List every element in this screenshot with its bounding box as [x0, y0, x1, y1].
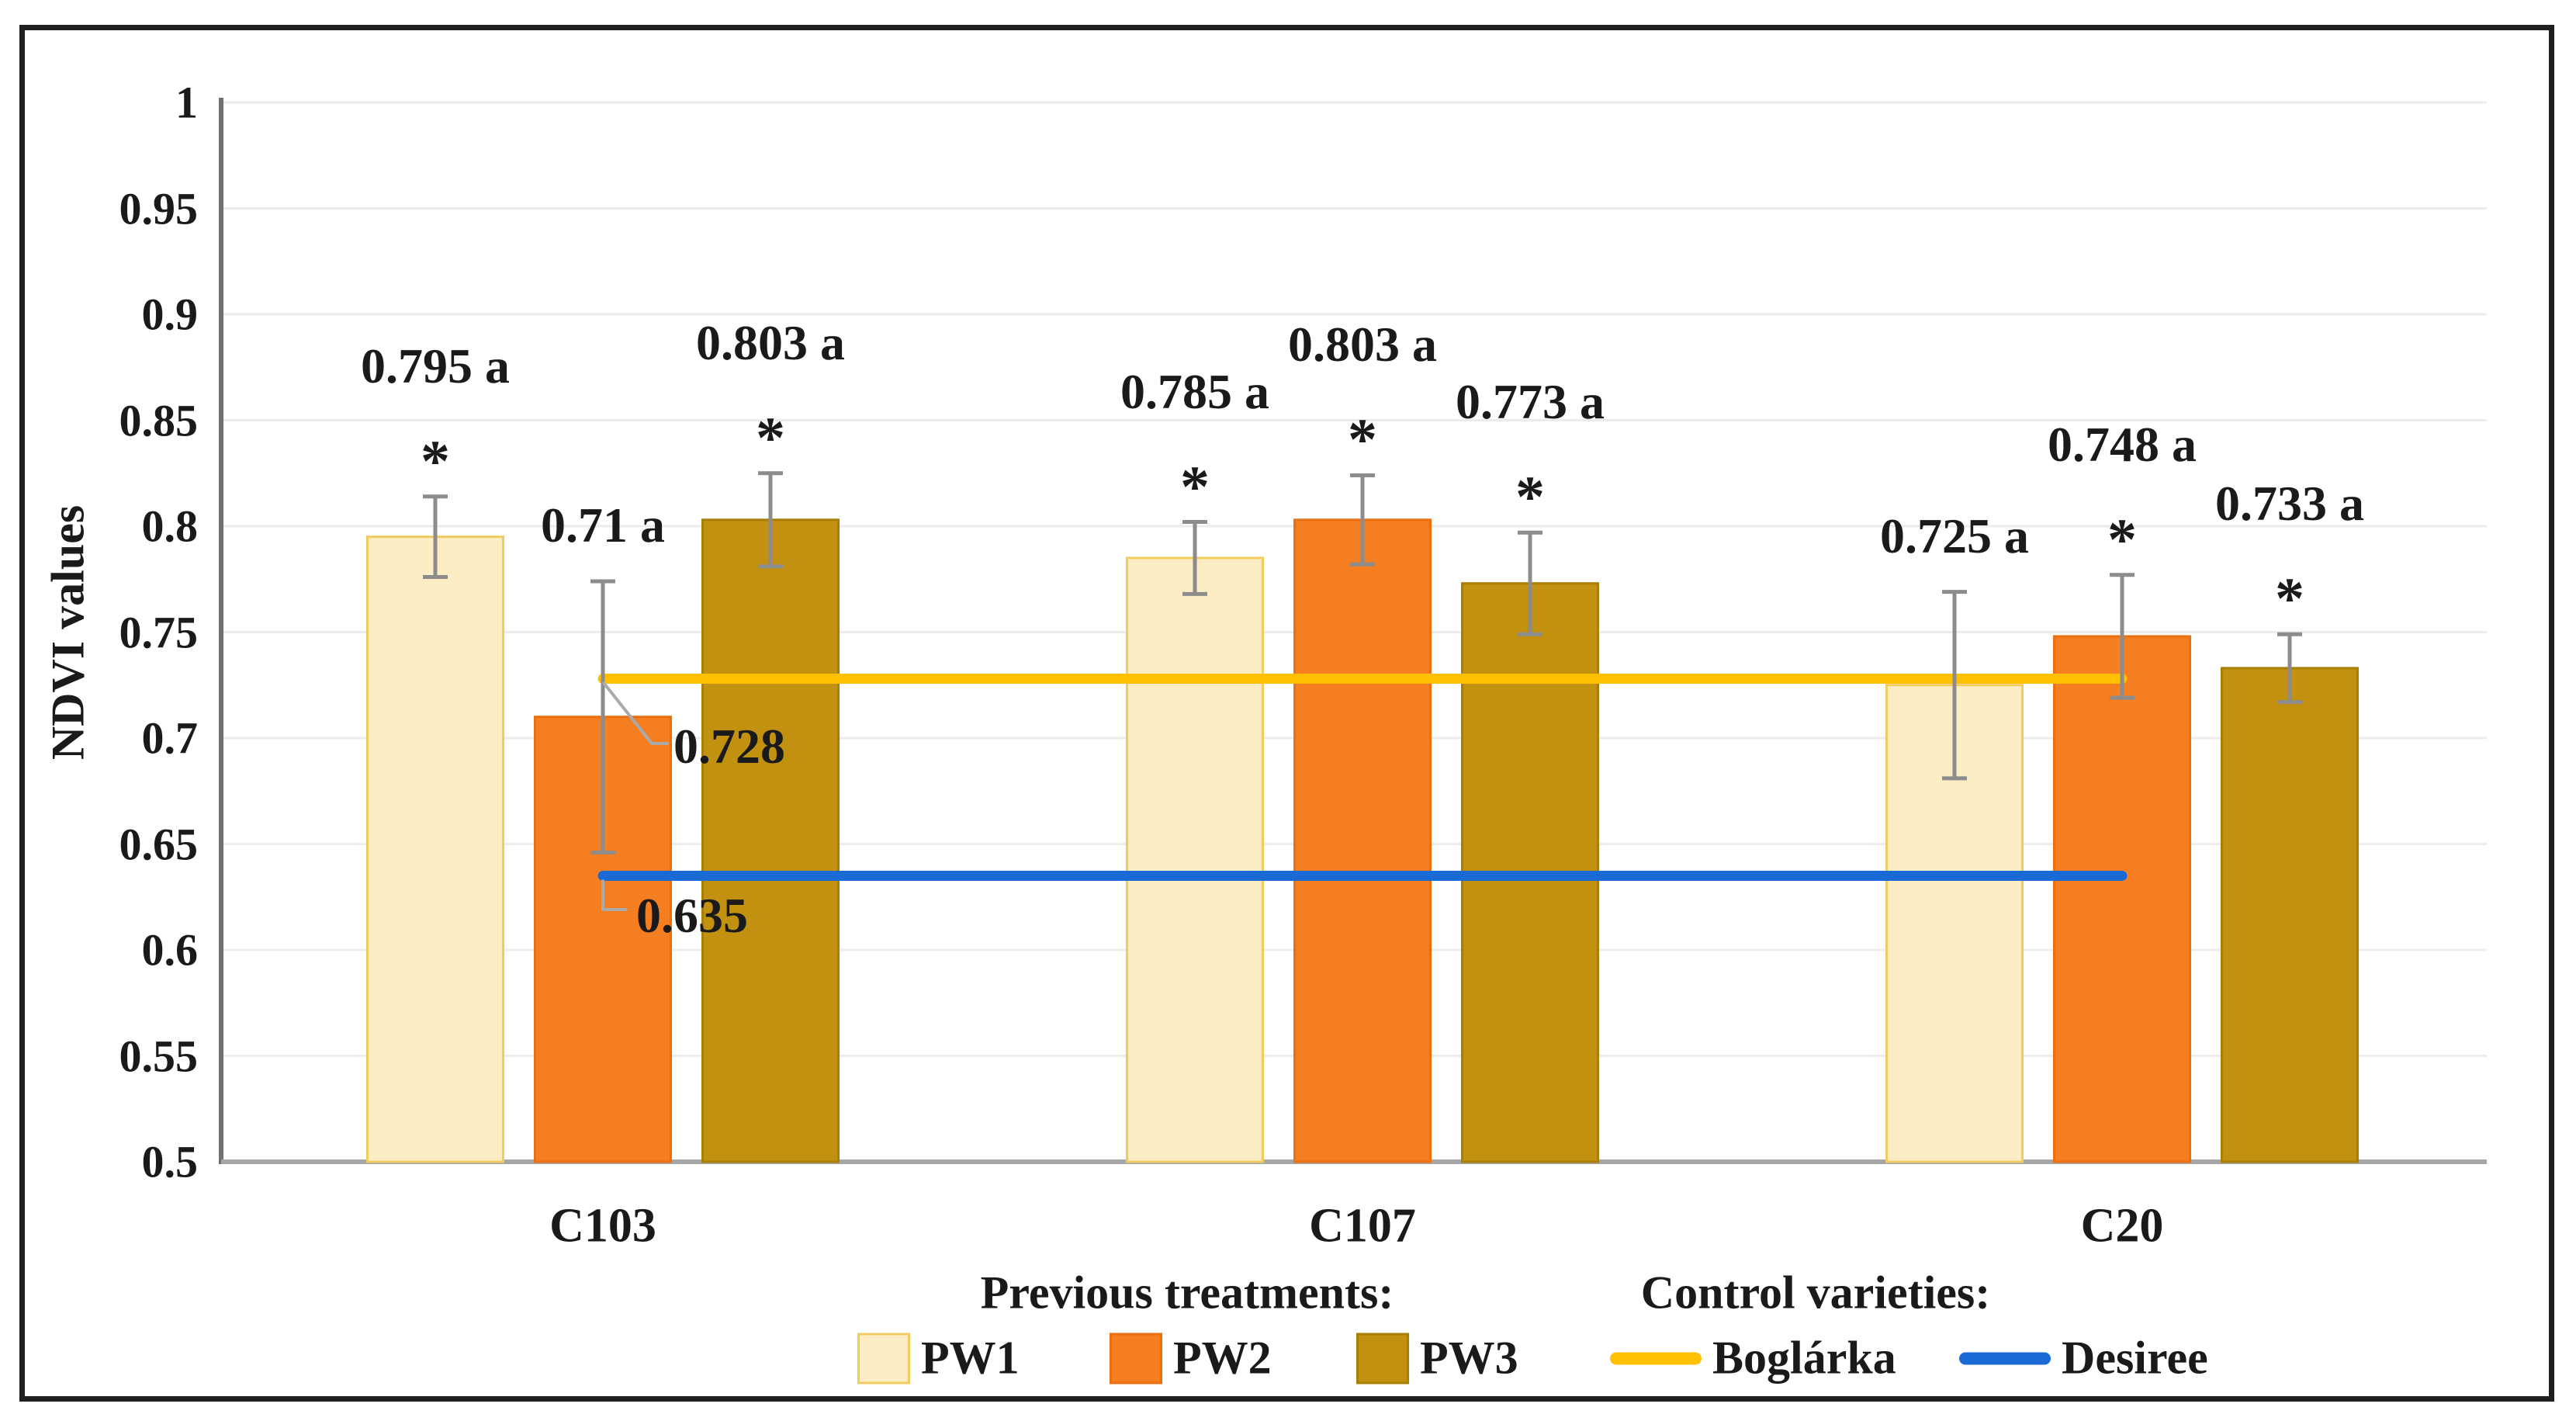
legend-label: Desiree — [2062, 1332, 2208, 1384]
callout-leader-desiree — [601, 879, 627, 911]
bar-value-label: 0.71 a — [541, 497, 665, 553]
bar-value-label: 0.785 a — [1120, 363, 1269, 419]
y-tick-label: 0.6 — [141, 924, 199, 976]
significance-asterisk: * — [1515, 464, 1545, 530]
x-category-label-c20: C20 — [2080, 1199, 2164, 1253]
legend-swatch-pw3 — [1356, 1333, 1409, 1384]
y-tick-label: 0.9 — [141, 289, 199, 340]
legend-item-pw3: PW3 — [1356, 1332, 1518, 1385]
bar-pw1-c107 — [1126, 556, 1264, 1163]
y-tick-label: 0.5 — [141, 1136, 199, 1187]
legend-item-boglarka: Boglárka — [1610, 1332, 1896, 1385]
significance-asterisk: * — [2107, 507, 2137, 573]
y-tick-label: 0.55 — [119, 1031, 199, 1081]
x-category-label-c107: C107 — [1309, 1199, 1416, 1253]
ref-line-value-label-desiree: 0.635 — [636, 888, 748, 943]
bar-pw3-c20 — [2221, 667, 2359, 1163]
legend-line-boglarka — [1610, 1352, 1702, 1364]
legend-swatch-pw2 — [1110, 1333, 1162, 1384]
significance-asterisk: * — [2275, 566, 2304, 632]
bar-value-label: 0.795 a — [361, 338, 510, 393]
figure-border — [19, 25, 2554, 1402]
bar-pw2-c107 — [1293, 518, 1432, 1163]
bar-value-label: 0.733 a — [2215, 476, 2364, 532]
bar-value-label: 0.773 a — [1456, 374, 1605, 430]
significance-asterisk: * — [421, 428, 450, 494]
y-tick-label: 0.8 — [141, 501, 199, 552]
y-tick-label: 0.7 — [141, 712, 199, 764]
legend-item-desiree: Desiree — [1959, 1332, 2208, 1385]
legend-label: PW1 — [921, 1332, 1020, 1384]
legend-label: PW2 — [1173, 1332, 1272, 1384]
ref-line-value-label-boglarka: 0.728 — [673, 719, 785, 774]
significance-asterisk: * — [756, 405, 785, 471]
legend-item-pw1: PW1 — [857, 1332, 1020, 1385]
y-tick-label: 0.65 — [119, 819, 199, 869]
y-tick-label: 0.85 — [119, 395, 199, 445]
bar-pw3-c103 — [701, 518, 840, 1163]
bar-pw1-c103 — [366, 535, 504, 1163]
callout-leader-boglarka — [601, 681, 669, 745]
legend-item-pw2: PW2 — [1110, 1332, 1272, 1385]
significance-asterisk: * — [1348, 407, 1377, 473]
y-tick-label: 0.75 — [119, 607, 199, 657]
bar-value-label: 0.803 a — [1288, 317, 1437, 373]
bar-value-label: 0.748 a — [2048, 416, 2197, 472]
bar-pw2-c20 — [2053, 635, 2191, 1163]
y-tick-label: 0.95 — [119, 183, 199, 234]
legend-line-desiree — [1959, 1352, 2051, 1364]
significance-asterisk: * — [1180, 453, 1210, 519]
legend-label: PW3 — [1420, 1332, 1518, 1384]
legend-swatch-pw1 — [857, 1333, 910, 1384]
bar-value-label: 0.803 a — [696, 314, 845, 370]
y-tick-label: 1 — [175, 77, 198, 128]
bar-value-label: 0.725 a — [1880, 508, 2029, 563]
legend-group-title-controls: Control varieties: — [1640, 1267, 1991, 1319]
legend-group-title-treatments: Previous treatments: — [980, 1267, 1394, 1319]
legend-label: Boglárka — [1712, 1332, 1896, 1384]
x-category-label-c103: C103 — [549, 1199, 656, 1253]
